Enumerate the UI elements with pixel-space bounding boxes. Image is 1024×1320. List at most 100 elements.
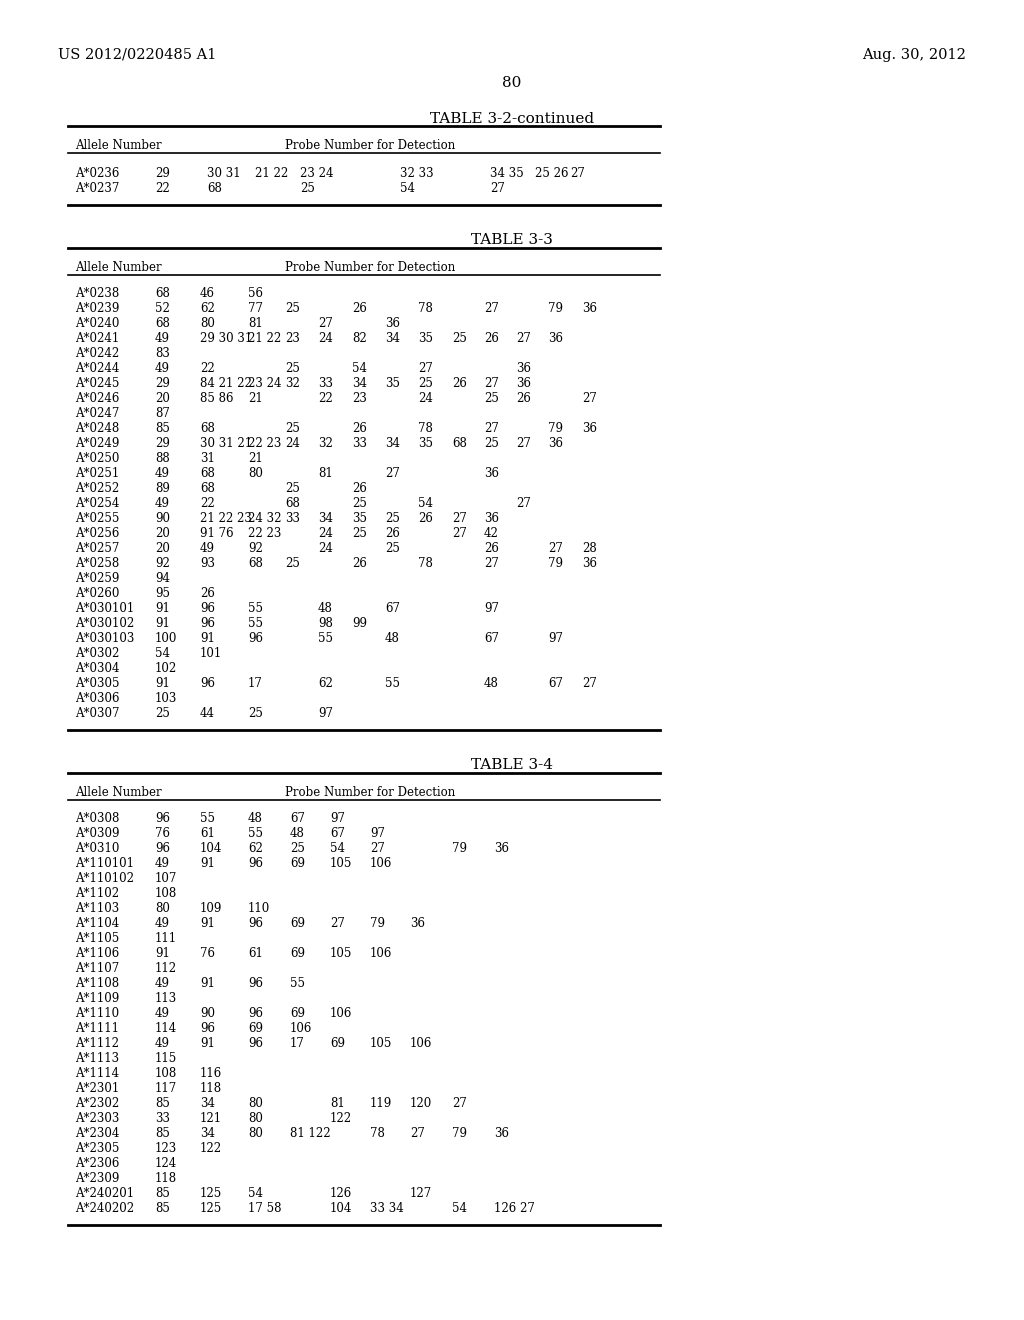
- Text: 33: 33: [318, 378, 333, 389]
- Text: 26: 26: [484, 333, 499, 345]
- Text: Probe Number for Detection: Probe Number for Detection: [285, 785, 455, 799]
- Text: 91: 91: [200, 632, 215, 645]
- Text: A*0240: A*0240: [75, 317, 120, 330]
- Text: 27: 27: [418, 362, 433, 375]
- Text: A*2306: A*2306: [75, 1158, 120, 1170]
- Text: 24 32: 24 32: [248, 512, 282, 525]
- Text: 29: 29: [155, 378, 170, 389]
- Text: 96: 96: [200, 1022, 215, 1035]
- Text: 79: 79: [548, 557, 563, 570]
- Text: 22: 22: [155, 182, 170, 195]
- Text: 25: 25: [484, 437, 499, 450]
- Text: 48: 48: [318, 602, 333, 615]
- Text: 36: 36: [548, 333, 563, 345]
- Text: 89: 89: [155, 482, 170, 495]
- Text: 26: 26: [352, 482, 367, 495]
- Text: 83: 83: [155, 347, 170, 360]
- Text: 36: 36: [484, 512, 499, 525]
- Text: 27: 27: [516, 333, 530, 345]
- Text: 34: 34: [385, 333, 400, 345]
- Text: A*1108: A*1108: [75, 977, 119, 990]
- Text: 21 22: 21 22: [248, 333, 282, 345]
- Text: 27: 27: [484, 422, 499, 436]
- Text: 34: 34: [318, 512, 333, 525]
- Text: A*0247: A*0247: [75, 407, 120, 420]
- Text: A*030101: A*030101: [75, 602, 134, 615]
- Text: 106: 106: [290, 1022, 312, 1035]
- Text: 26: 26: [352, 302, 367, 315]
- Text: 17: 17: [248, 677, 263, 690]
- Text: 79: 79: [548, 422, 563, 436]
- Text: 96: 96: [248, 917, 263, 931]
- Text: 25: 25: [285, 362, 300, 375]
- Text: 112: 112: [155, 962, 177, 975]
- Text: 114: 114: [155, 1022, 177, 1035]
- Text: 27: 27: [570, 168, 585, 180]
- Text: 49: 49: [155, 467, 170, 480]
- Text: 79: 79: [548, 302, 563, 315]
- Text: A*1104: A*1104: [75, 917, 119, 931]
- Text: 76: 76: [155, 828, 170, 840]
- Text: 25: 25: [285, 482, 300, 495]
- Text: 108: 108: [155, 887, 177, 900]
- Text: 25: 25: [484, 392, 499, 405]
- Text: 79: 79: [370, 917, 385, 931]
- Text: Allele Number: Allele Number: [75, 261, 162, 275]
- Text: TABLE 3-3: TABLE 3-3: [471, 234, 553, 247]
- Text: A*0256: A*0256: [75, 527, 120, 540]
- Text: 69: 69: [290, 946, 305, 960]
- Text: A*0238: A*0238: [75, 286, 119, 300]
- Text: 36: 36: [582, 302, 597, 315]
- Text: Probe Number for Detection: Probe Number for Detection: [285, 261, 455, 275]
- Text: 126 27: 126 27: [494, 1203, 535, 1214]
- Text: 56: 56: [248, 286, 263, 300]
- Text: 27: 27: [452, 1097, 467, 1110]
- Text: 117: 117: [155, 1082, 177, 1096]
- Text: 42: 42: [484, 527, 499, 540]
- Text: 26: 26: [352, 422, 367, 436]
- Text: 105: 105: [370, 1038, 392, 1049]
- Text: 25: 25: [300, 182, 314, 195]
- Text: A*0252: A*0252: [75, 482, 119, 495]
- Text: 24: 24: [318, 527, 333, 540]
- Text: 90: 90: [155, 512, 170, 525]
- Text: 24: 24: [318, 333, 333, 345]
- Text: 26: 26: [484, 543, 499, 554]
- Text: 22: 22: [200, 498, 215, 510]
- Text: 96: 96: [200, 677, 215, 690]
- Text: A*1107: A*1107: [75, 962, 119, 975]
- Text: 27: 27: [490, 182, 505, 195]
- Text: 27: 27: [452, 527, 467, 540]
- Text: 25: 25: [385, 512, 400, 525]
- Text: 105: 105: [330, 946, 352, 960]
- Text: 26: 26: [418, 512, 433, 525]
- Text: A*110102: A*110102: [75, 873, 134, 884]
- Text: A*240201: A*240201: [75, 1187, 134, 1200]
- Text: Allele Number: Allele Number: [75, 785, 162, 799]
- Text: 68: 68: [200, 467, 215, 480]
- Text: 79: 79: [452, 1127, 467, 1140]
- Text: 85: 85: [155, 1203, 170, 1214]
- Text: 68: 68: [285, 498, 300, 510]
- Text: 33: 33: [155, 1111, 170, 1125]
- Text: 125: 125: [200, 1187, 222, 1200]
- Text: 23 24: 23 24: [248, 378, 282, 389]
- Text: 105: 105: [330, 857, 352, 870]
- Text: 119: 119: [370, 1097, 392, 1110]
- Text: 122: 122: [200, 1142, 222, 1155]
- Text: A*0248: A*0248: [75, 422, 119, 436]
- Text: 25: 25: [452, 333, 467, 345]
- Text: 34 35: 34 35: [490, 168, 523, 180]
- Text: 96: 96: [248, 1038, 263, 1049]
- Text: A*1109: A*1109: [75, 993, 119, 1005]
- Text: 118: 118: [200, 1082, 222, 1096]
- Text: A*0260: A*0260: [75, 587, 120, 601]
- Text: 33: 33: [285, 512, 300, 525]
- Text: 91: 91: [200, 917, 215, 931]
- Text: A*1114: A*1114: [75, 1067, 119, 1080]
- Text: 96: 96: [248, 632, 263, 645]
- Text: 31: 31: [200, 451, 215, 465]
- Text: 91 76: 91 76: [200, 527, 233, 540]
- Text: A*0236: A*0236: [75, 168, 120, 180]
- Text: 24: 24: [318, 543, 333, 554]
